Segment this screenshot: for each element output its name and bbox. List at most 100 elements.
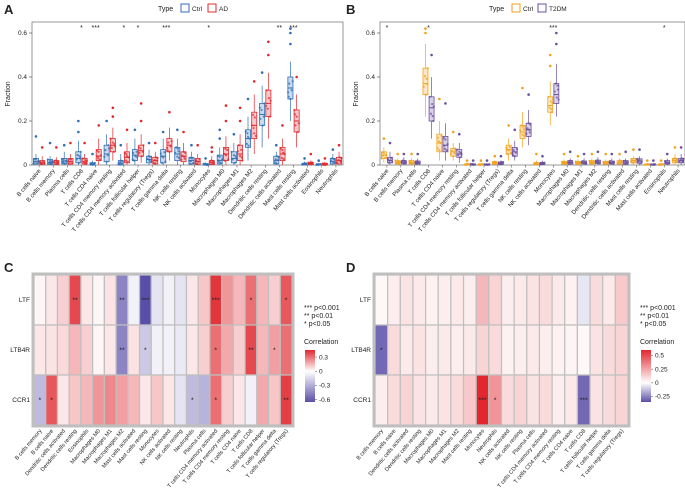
c-cell-ccr1-mast-cells-resting: [138, 374, 152, 426]
a-point: [173, 151, 177, 154]
c-cell-ccr1-dendritic-cells-resting: [68, 374, 82, 426]
c-cell-ltb4r-nk-cells-activated: [162, 324, 176, 376]
b-point: [483, 163, 486, 166]
a-outlier: [40, 146, 44, 149]
b-point: [525, 132, 528, 135]
a-point: [85, 159, 88, 162]
panel-label-b: B: [346, 2, 355, 17]
b-point: [609, 159, 612, 163]
a-point: [76, 154, 79, 157]
d-cell-ccr1-t-cells-cd4-memory-resting: [551, 374, 566, 426]
a-point: [119, 163, 122, 166]
d-cell-ltb4r-macrophages-m2: [450, 324, 465, 376]
c-cell-ccr1-nk-cells-activated: [162, 374, 176, 426]
a-point: [33, 157, 36, 161]
d-cell-ltf-t-cells-cd8: [576, 274, 591, 326]
colorbar-c: 0.3 0 -0.3 -0.6: [305, 350, 331, 404]
b-box-ctrl-nk-cells-activated: [533, 152, 540, 166]
a-point: [183, 155, 186, 158]
c-cell-ltb4r-b-cells-naive: [45, 324, 59, 376]
a-point: [62, 158, 65, 161]
a-point: [194, 162, 197, 165]
b-outlier: [555, 42, 558, 46]
a-point: [296, 130, 299, 134]
b-point: [562, 162, 565, 165]
b-box-ctrl-t-cells-cd8: [422, 27, 429, 117]
heatmap-c: LTF ** ** *** *** * *LTB4R ** * * ** *CCR1 * * * * **B c…: [10, 272, 295, 489]
a-point: [236, 150, 239, 153]
c-sig-ltf-dendritic-cells-resting: **: [72, 298, 78, 305]
b-point: [653, 163, 656, 166]
b-point: [432, 105, 435, 108]
c-cell-ltb4r-dendritic-cells-activated: [56, 324, 70, 376]
a-point: [168, 150, 171, 153]
a-point: [126, 160, 129, 163]
a-point: [149, 155, 152, 158]
d-row-label-ltf: LTF: [360, 297, 371, 304]
b-point: [397, 162, 400, 165]
c-cell-ltb4r-macrophages-m1: [103, 324, 117, 376]
b-point: [391, 161, 394, 164]
a-point: [213, 162, 216, 165]
b-outlier: [521, 86, 524, 90]
a-point: [132, 151, 135, 154]
c-cbar-tick-label: -0.3: [319, 383, 331, 390]
b-point: [453, 152, 456, 155]
colorbar-title-d: Correlation: [640, 339, 674, 346]
b-point: [404, 162, 407, 165]
c-sig-ltf-t-cells-cd8: *: [250, 298, 253, 305]
a-box-body: [237, 144, 244, 161]
a-box-ctrl-t-cells-cd4-memory-activated: [117, 143, 124, 166]
c-cbar-tick-label: -0.6: [319, 397, 331, 404]
b-point: [673, 157, 676, 160]
a-box-ctrl-t-cells-gamma-delta: [159, 130, 167, 165]
a-outlier: [281, 124, 284, 127]
d-cell-ccr1-dendritic-cells-activated: [399, 374, 414, 426]
a-box-ctrl-eosinophils: [315, 159, 322, 167]
a-point: [282, 158, 285, 161]
b-point: [425, 77, 428, 80]
b-frame: [379, 21, 685, 166]
b-outlier: [438, 97, 441, 101]
b-outlier: [576, 154, 580, 158]
b-outlier: [645, 159, 649, 162]
b-point: [597, 159, 600, 162]
c-cell-ltf-nk-cells-resting: [174, 274, 188, 326]
b-point: [487, 163, 490, 166]
a-box-ad-macrophages-m0: [223, 104, 230, 165]
b-box-t2dm-monocytes: [553, 31, 560, 117]
a-point: [176, 147, 179, 150]
a-outlier: [252, 80, 256, 83]
a-point: [121, 159, 124, 163]
a-point: [277, 155, 280, 159]
a-point: [188, 162, 191, 165]
panel-c: C LTF ** ** *** *** * *LTB4R ** * * ** *CCR1 * * * * **B…: [4, 260, 340, 489]
a-box-ctrl-t-cells-cd8: [75, 119, 82, 165]
c-cell-ltf-t-cells-gamma-delta: [267, 274, 281, 326]
b-point: [383, 156, 387, 159]
b-point: [522, 128, 525, 131]
a-point: [184, 151, 187, 154]
a-point: [224, 147, 227, 150]
sig-legend-d-2: ** p<0.01: [640, 313, 669, 320]
a-point: [71, 162, 74, 165]
b-point: [428, 95, 431, 98]
a-point: [117, 163, 120, 166]
b-point: [511, 152, 514, 155]
a-point: [150, 160, 153, 163]
b-box-ctrl-dendritic-cells-resting: [602, 152, 610, 166]
c-cell-ltf-mast-cells-activated: [127, 274, 141, 326]
b-outlier: [618, 152, 621, 156]
b-sig-monocytes: ***: [549, 25, 557, 32]
panel-label-a: A: [4, 2, 14, 17]
b-outlier: [444, 102, 447, 105]
b-box-ctrl-macrophages-m0: [561, 152, 568, 165]
a-box-ad-macrophages-m1: [236, 106, 244, 165]
c-cell-ltb4r-t-cells-follicular-helper: [256, 324, 270, 376]
a-point: [274, 158, 277, 161]
b-point: [551, 101, 554, 105]
a-outlier: [133, 128, 137, 132]
a-outlier: [317, 159, 320, 162]
